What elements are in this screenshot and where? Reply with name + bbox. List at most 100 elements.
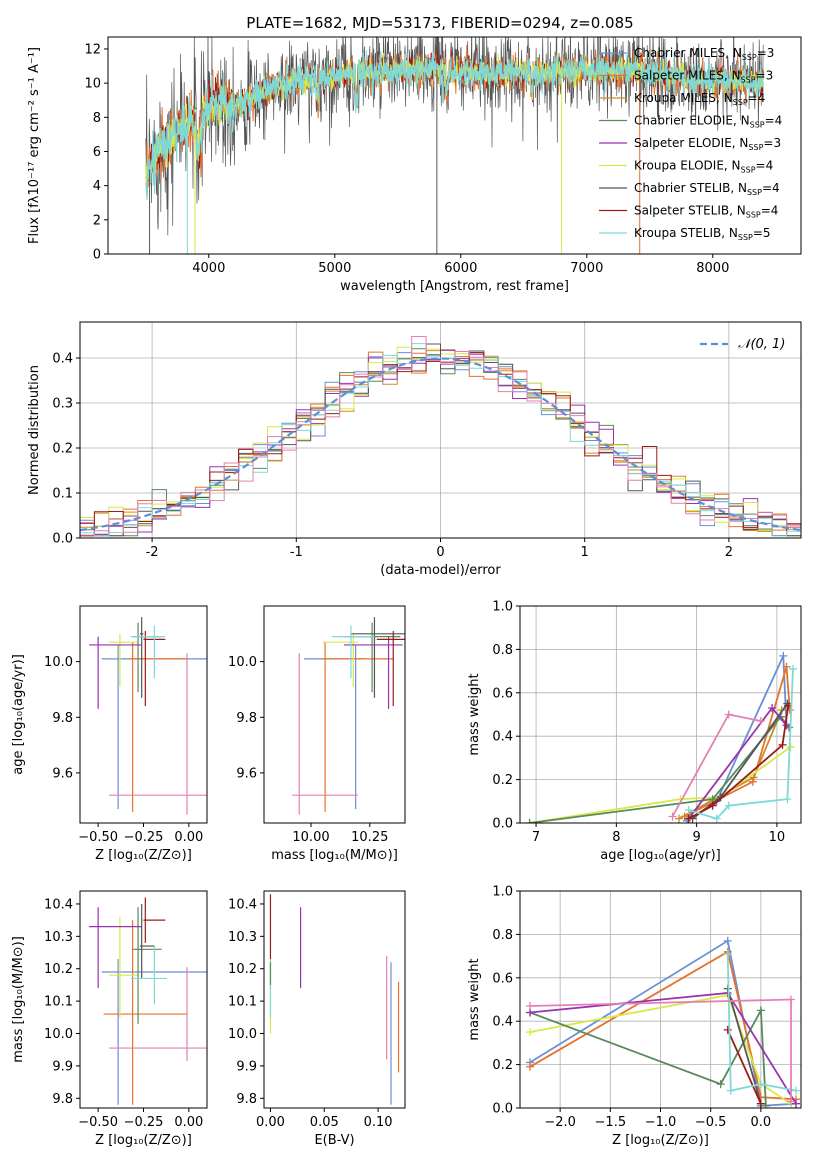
series-marker [716, 1080, 725, 1089]
series-line [529, 1007, 767, 1106]
y-tick-label: 10.0 [228, 1027, 257, 1042]
series-marker [684, 805, 693, 814]
series-marker [726, 1086, 735, 1095]
y-tick-label: 9.8 [236, 1092, 257, 1107]
y-tick-label: 10.0 [44, 655, 73, 670]
y-tick-label: 0.2 [492, 773, 513, 788]
series-marker [788, 664, 797, 673]
legend-entry: Chabrier STELIB, NSSP=4 [634, 181, 780, 197]
spectrum-line [145, 50, 764, 200]
y-tick-label: 8 [93, 111, 101, 126]
series-marker [786, 995, 795, 1004]
x-tick-label: 7 [532, 830, 540, 845]
series-marker [786, 1097, 795, 1106]
y-tick-label: 9.6 [52, 766, 73, 781]
y-axis-label: mass weight [467, 958, 482, 1040]
series-line [688, 705, 790, 820]
axes-frame [263, 605, 406, 824]
axes-frame [79, 890, 208, 1109]
y-tick-label: 10.4 [44, 897, 73, 912]
x-tick-label: −0.50 [78, 830, 118, 845]
y-tick-label: 0.2 [52, 442, 73, 457]
series-marker [724, 710, 733, 719]
y-tick-label: 0.3 [52, 397, 73, 412]
axes-frame [519, 605, 802, 824]
y-tick-label: 1.0 [492, 885, 513, 900]
y-tick-label: 9.8 [52, 1092, 73, 1107]
y-tick-label: 0.1 [52, 487, 73, 502]
y-tick-label: 0 [93, 248, 101, 263]
y-axis-label: Normed distribution [27, 365, 42, 495]
legend-entry: Kroupa ELODIE, NSSP=4 [634, 159, 773, 175]
x-tick-label: 0 [436, 545, 444, 560]
series-marker [778, 740, 787, 749]
series-line [529, 746, 792, 823]
y-tick-label: 9.8 [236, 711, 257, 726]
series-marker [756, 1080, 765, 1089]
y-tick-label: 0.2 [492, 1058, 513, 1073]
axes-frame [107, 36, 802, 255]
legend-entry: 𝒩(0, 1) [738, 337, 785, 352]
series-marker [723, 1025, 732, 1034]
x-tick-label: 1 [581, 545, 589, 560]
x-tick-label: −0.25 [124, 830, 164, 845]
series-line [686, 655, 788, 822]
x-tick-label: 10 [769, 830, 786, 845]
y-tick-label: 0.4 [492, 1015, 513, 1030]
x-axis-label: Z [log₁₀(Z/Z⊙)] [95, 1133, 192, 1148]
x-tick-label: 10.00 [292, 830, 329, 845]
y-tick-label: 10 [84, 77, 101, 92]
x-tick-label: 0.0 [751, 1115, 772, 1130]
x-axis-label: wavelength [Angstrom, rest frame] [340, 279, 569, 294]
plot-area [145, 37, 764, 254]
chart-title: PLATE=1682, MJD=53173, FIBERID=0294, z=0… [246, 14, 633, 32]
x-tick-label: −0.5 [695, 1115, 727, 1130]
series-marker [761, 1101, 770, 1108]
series-marker [724, 801, 733, 810]
mass-z-axes [89, 897, 207, 1105]
series-line [529, 950, 797, 1101]
series-marker [791, 1099, 800, 1108]
y-axis-label: mass [log₁₀(M/M⊙)] [11, 936, 26, 1063]
spectrum-axes [145, 37, 764, 254]
series-marker [723, 949, 732, 958]
x-axis-label: age [log₁₀(age/yr)] [600, 848, 721, 863]
y-axis-label: Flux [fλ10⁻¹⁷ erg cm⁻² s⁻¹ A⁻¹] [27, 47, 42, 244]
histogram-step [80, 343, 801, 537]
y-tick-label: 10.2 [228, 962, 257, 977]
histogram-axes [80, 322, 801, 539]
y-tick-label: 0.4 [492, 730, 513, 745]
x-tick-label: -1 [290, 545, 303, 560]
y-tick-label: 1.0 [492, 600, 513, 615]
y-tick-label: 0.8 [492, 643, 513, 658]
legend-entry: Salpeter MILES, NSSP=3 [634, 69, 773, 85]
x-tick-label: 9 [692, 830, 700, 845]
series-marker [782, 662, 791, 671]
plot-area [80, 336, 801, 537]
x-tick-label: 5000 [318, 261, 351, 276]
series-marker [526, 1062, 535, 1071]
series-marker [768, 703, 777, 712]
y-tick-label: 2 [93, 213, 101, 228]
y-tick-label: 9.8 [52, 711, 73, 726]
series-marker [756, 717, 765, 726]
series-line [529, 939, 797, 1107]
histogram-step [80, 336, 801, 536]
y-tick-label: 0.6 [492, 686, 513, 701]
series-marker [526, 1028, 535, 1037]
series-marker [684, 814, 693, 823]
x-tick-label: 0.10 [364, 1115, 393, 1130]
plot-area [525, 651, 797, 823]
x-axis-label: (data-model)/error [380, 563, 501, 578]
mass-ebv-axes [269, 894, 400, 1105]
x-tick-label: −0.50 [78, 1115, 118, 1130]
y-tick-label: 0.0 [492, 817, 513, 832]
y-tick-label: 0.0 [492, 1102, 513, 1117]
y-tick-label: 10.1 [228, 995, 257, 1010]
y-tick-label: 10.4 [228, 897, 257, 912]
plot-area [89, 897, 207, 1105]
age-mass-axes [292, 617, 405, 815]
gaussian-curve [80, 357, 801, 532]
plot-area [89, 617, 207, 815]
